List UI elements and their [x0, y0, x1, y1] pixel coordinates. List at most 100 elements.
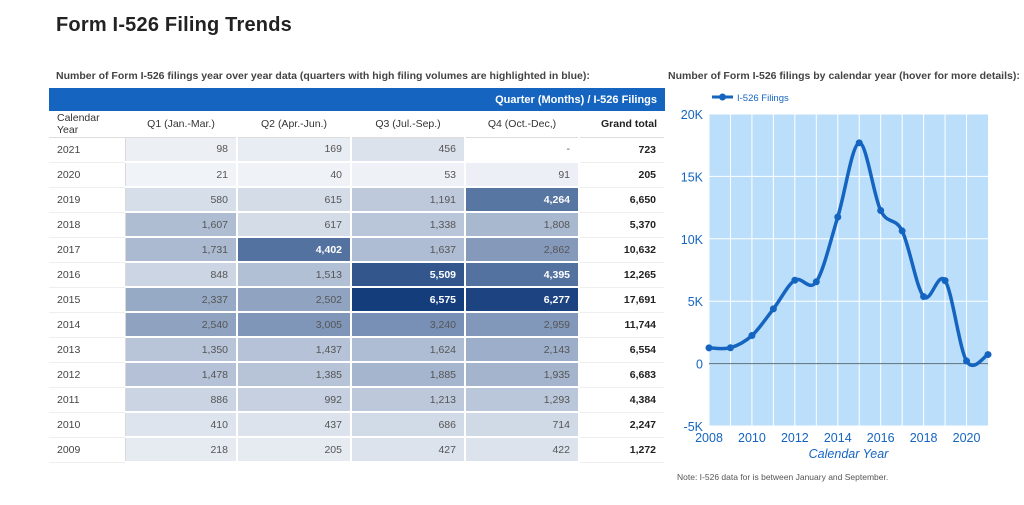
x-tick-label: 2020: [953, 431, 981, 445]
grand-total-cell: 12,265: [579, 262, 667, 288]
quarter-cell: 1,338: [351, 212, 466, 238]
column-header[interactable]: Q4 (Oct.-Dec,): [465, 111, 579, 138]
column-header[interactable]: Q2 (Apr.-Jun.): [237, 111, 351, 138]
data-point[interactable]: [769, 305, 777, 313]
y-tick-label: -5K: [684, 420, 704, 434]
y-tick-label: 10K: [681, 233, 704, 247]
quarter-cell: 1,935: [465, 362, 580, 388]
y-tick-label: 15K: [681, 170, 704, 184]
year-cell: 2012: [49, 362, 126, 388]
column-header[interactable]: Grand total: [579, 111, 666, 138]
grand-total-cell: 6,683: [579, 362, 667, 388]
data-point[interactable]: [984, 351, 992, 359]
quarter-cell: 1,213: [351, 387, 466, 413]
quarter-cell: 686: [351, 412, 466, 438]
table-row[interactable]: 2013 1,350 1,437 1,624 2,143 6,554: [49, 337, 667, 363]
data-point[interactable]: [898, 227, 906, 235]
grand-total-cell: 11,744: [579, 312, 667, 338]
page-title: Form I-526 Filing Trends: [56, 14, 292, 36]
table-row[interactable]: 2016 848 1,513 5,509 4,395 12,265: [49, 262, 667, 288]
quarter-cell: 1,808: [465, 212, 580, 238]
quarter-cell: 21: [125, 162, 238, 188]
table-row[interactable]: 2011 886 992 1,213 1,293 4,384: [49, 387, 667, 413]
grand-total-cell: 4,384: [579, 387, 667, 413]
year-cell: 2021: [49, 137, 126, 163]
x-tick-label: 2018: [910, 431, 938, 445]
column-header[interactable]: Calendar Year: [49, 111, 125, 138]
grand-total-cell: 6,554: [579, 337, 667, 363]
data-point[interactable]: [855, 139, 863, 147]
data-point[interactable]: [791, 276, 799, 284]
quarter-cell: 5,509: [351, 262, 466, 288]
data-point[interactable]: [877, 207, 885, 215]
quarter-cell: 2,502: [237, 287, 352, 313]
legend-label[interactable]: I-526 Filings: [737, 93, 789, 104]
table-row[interactable]: 2014 2,540 3,005 3,240 2,959 11,744: [49, 312, 667, 338]
quarter-cell: 2,143: [465, 337, 580, 363]
year-cell: 2011: [49, 387, 126, 413]
table-row[interactable]: 2020 21 40 53 91 205: [49, 162, 667, 188]
quarter-cell: 422: [465, 437, 580, 463]
quarter-cell: 848: [125, 262, 238, 288]
quarter-cell: 2,540: [125, 312, 238, 338]
quarter-cell: 2,959: [465, 312, 580, 338]
grand-total-cell: 5,370: [579, 212, 667, 238]
y-tick-label: 20K: [681, 108, 704, 122]
grand-total-cell: 1,272: [579, 437, 667, 463]
table-row[interactable]: 2009 218 205 427 422 1,272: [49, 437, 667, 463]
year-cell: 2009: [49, 437, 126, 463]
column-header[interactable]: Q1 (Jan.-Mar.): [125, 111, 237, 138]
grand-total-cell: 10,632: [579, 237, 667, 263]
data-point[interactable]: [726, 344, 734, 352]
quarter-cell: 580: [125, 187, 238, 213]
quarter-cell: 3,240: [351, 312, 466, 338]
quarter-cell: 714: [465, 412, 580, 438]
table-row[interactable]: 2015 2,337 2,502 6,575 6,277 17,691: [49, 287, 667, 313]
quarter-cell: 456: [351, 137, 466, 163]
quarter-cell: 1,437: [237, 337, 352, 363]
quarter-cell: 410: [125, 412, 238, 438]
x-tick-label: 2010: [738, 431, 766, 445]
table-row[interactable]: 2018 1,607 617 1,338 1,808 5,370: [49, 212, 667, 238]
quarter-cell: 4,395: [465, 262, 580, 288]
table-row[interactable]: 2012 1,478 1,385 1,885 1,935 6,683: [49, 362, 667, 388]
quarter-cell: 1,191: [351, 187, 466, 213]
x-tick-label: 2012: [781, 431, 809, 445]
quarter-cell: 1,637: [351, 237, 466, 263]
quarter-cell: 3,005: [237, 312, 352, 338]
quarter-cell: 53: [351, 162, 466, 188]
grand-total-cell: 6,650: [579, 187, 667, 213]
quarter-cell: 91: [465, 162, 580, 188]
table-body: 2021 98 169 456-723 2020 21 40 53 91 205 2019 580 61…: [49, 137, 667, 463]
table-row[interactable]: 2017 1,731 4,402 1,637 2,862 10,632: [49, 237, 667, 263]
table-header-row[interactable]: Calendar Year Q1 (Jan.-Mar.) Q2 (Apr.-Jun.…: [49, 111, 666, 138]
quarter-cell: 1,513: [237, 262, 352, 288]
year-cell: 2010: [49, 412, 126, 438]
data-point[interactable]: [941, 277, 949, 285]
quarter-cell: 4,264: [465, 187, 580, 213]
y-tick-label: 0: [696, 358, 703, 372]
x-tick-label: 2016: [867, 431, 895, 445]
table-row[interactable]: 2010 410 437 686 714 2,247: [49, 412, 667, 438]
x-tick-label: 2014: [824, 431, 852, 445]
table-banner-label: Quarter (Months) / I-526 Filings: [49, 88, 666, 111]
quarter-cell: 2,862: [465, 237, 580, 263]
data-point[interactable]: [705, 344, 713, 352]
chart-note: Note: I-526 data for is between January …: [677, 472, 889, 482]
filing-table: Quarter (Months) / I-526 Filings Calenda…: [49, 88, 667, 463]
data-point[interactable]: [748, 332, 756, 340]
data-point[interactable]: [812, 278, 820, 286]
data-point[interactable]: [834, 213, 842, 221]
table-row[interactable]: 2021 98 169 456-723: [49, 137, 667, 163]
quarter-cell: 6,575: [351, 287, 466, 313]
grand-total-cell: 205: [579, 162, 667, 188]
quarter-cell: 1,885: [351, 362, 466, 388]
data-point[interactable]: [963, 357, 971, 365]
x-tick-label: 2008: [695, 431, 723, 445]
column-header[interactable]: Q3 (Jul.-Sep.): [351, 111, 465, 138]
quarter-cell: -: [465, 137, 580, 163]
table-row[interactable]: 2019 580 615 1,191 4,264 6,650: [49, 187, 667, 213]
year-cell: 2018: [49, 212, 126, 238]
data-point[interactable]: [920, 293, 928, 301]
